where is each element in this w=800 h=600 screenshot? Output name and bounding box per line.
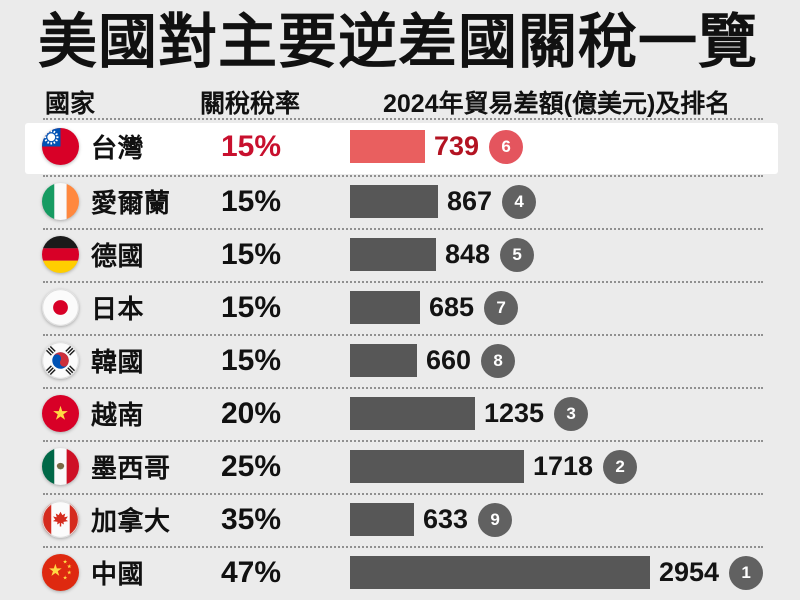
- bar-group: 633 9: [350, 502, 513, 537]
- trade-deficit-value: 1718: [533, 451, 594, 481]
- table-row-germany: 德國 15% 848 5: [0, 228, 800, 281]
- rank-badge: 4: [502, 184, 537, 219]
- table-row-japan: 日本 15% 685 7: [0, 281, 800, 334]
- flag-ireland-icon: [42, 183, 79, 220]
- country-name: 墨西哥: [91, 453, 171, 483]
- trade-deficit-bar: [350, 556, 650, 589]
- trade-deficit-value: 739: [434, 131, 480, 161]
- table-row-ireland: 愛爾蘭 15% 867 4: [0, 175, 800, 228]
- tariff-rate: 20%: [220, 396, 282, 430]
- country-name: 德國: [91, 241, 145, 271]
- column-header-tariff: 關稅稅率: [200, 90, 301, 118]
- tariff-rate: 15%: [220, 129, 282, 163]
- flag-germany-icon: [42, 236, 79, 273]
- rank-badge: 5: [500, 237, 535, 272]
- trade-deficit-bar: [350, 238, 436, 271]
- country-rows: 台灣 15% 739 6 愛爾蘭 15% 867 4 德國 15% 848 5 …: [0, 118, 800, 599]
- bar-group: 867 4: [350, 184, 537, 219]
- rank-badge: 9: [478, 502, 513, 537]
- bar-group: 1718 2: [350, 449, 638, 484]
- rank-badge: 3: [554, 396, 589, 431]
- trade-deficit-value: 867: [447, 186, 493, 216]
- trade-deficit-bar: [350, 130, 425, 163]
- rank-badge: 8: [481, 343, 516, 378]
- bar-group: 2954 1: [350, 555, 764, 590]
- trade-deficit-value: 2954: [659, 557, 720, 587]
- page-title: 美國對主要逆差國關稅一覽: [38, 9, 759, 75]
- flag-vietnam-icon: [42, 395, 79, 432]
- column-headers: 國家 關稅稅率 2024年貿易差額(億美元)及排名: [0, 84, 800, 118]
- column-header-country: 國家: [45, 90, 96, 118]
- country-name: 台灣: [91, 133, 145, 163]
- trade-deficit-bar: [350, 291, 420, 324]
- trade-deficit-bar: [350, 344, 417, 377]
- rank-badge: 2: [603, 449, 638, 484]
- tariff-rate: 15%: [220, 343, 282, 377]
- trade-deficit-value: 660: [426, 345, 472, 375]
- tariff-rate: 35%: [220, 502, 282, 536]
- country-name: 越南: [91, 400, 145, 430]
- trade-deficit-bar: [350, 450, 524, 483]
- rank-badge: 7: [484, 290, 519, 325]
- country-name: 加拿大: [91, 506, 171, 536]
- flag-mexico-icon: [42, 448, 79, 485]
- table-row-taiwan: 台灣 15% 739 6: [0, 118, 800, 175]
- country-name: 愛爾蘭: [91, 188, 171, 218]
- country-name: 中國: [91, 559, 145, 589]
- country-name: 韓國: [91, 347, 145, 377]
- flag-korea-icon: [42, 342, 79, 379]
- flag-china-icon: [42, 554, 79, 591]
- tariff-rate: 25%: [220, 449, 282, 483]
- trade-deficit-bar: [350, 185, 438, 218]
- rank-badge: 1: [729, 555, 764, 590]
- table-row-korea: 韓國 15% 660 8: [0, 334, 800, 387]
- flag-japan-icon: [42, 289, 79, 326]
- table-row-vietnam: 越南 20% 1235 3: [0, 387, 800, 440]
- table-row-canada: 加拿大 35% 633 9: [0, 493, 800, 546]
- bar-group: 739 6: [350, 129, 524, 164]
- rank-badge: 6: [489, 129, 524, 164]
- bar-group: 660 8: [350, 343, 516, 378]
- trade-deficit-value: 1235: [484, 398, 545, 428]
- table-row-mexico: 墨西哥 25% 1718 2: [0, 440, 800, 493]
- trade-deficit-value: 685: [429, 292, 475, 322]
- tariff-rate: 47%: [220, 555, 282, 589]
- flag-taiwan-icon: [42, 128, 79, 165]
- bar-group: 685 7: [350, 290, 519, 325]
- trade-deficit-value: 848: [445, 239, 491, 269]
- trade-deficit-value: 633: [423, 504, 469, 534]
- bar-group: 848 5: [350, 237, 535, 272]
- bar-group: 1235 3: [350, 396, 589, 431]
- trade-deficit-bar: [350, 503, 414, 536]
- table-row-china: 中國 47% 2954 1: [0, 546, 800, 599]
- country-name: 日本: [91, 294, 145, 324]
- flag-canada-icon: [42, 501, 79, 538]
- column-header-trade-balance: 2024年貿易差額(億美元)及排名: [383, 90, 731, 118]
- trade-deficit-bar: [350, 397, 475, 430]
- tariff-rate: 15%: [220, 184, 282, 218]
- tariff-rate: 15%: [220, 290, 282, 324]
- tariff-rate: 15%: [220, 237, 282, 271]
